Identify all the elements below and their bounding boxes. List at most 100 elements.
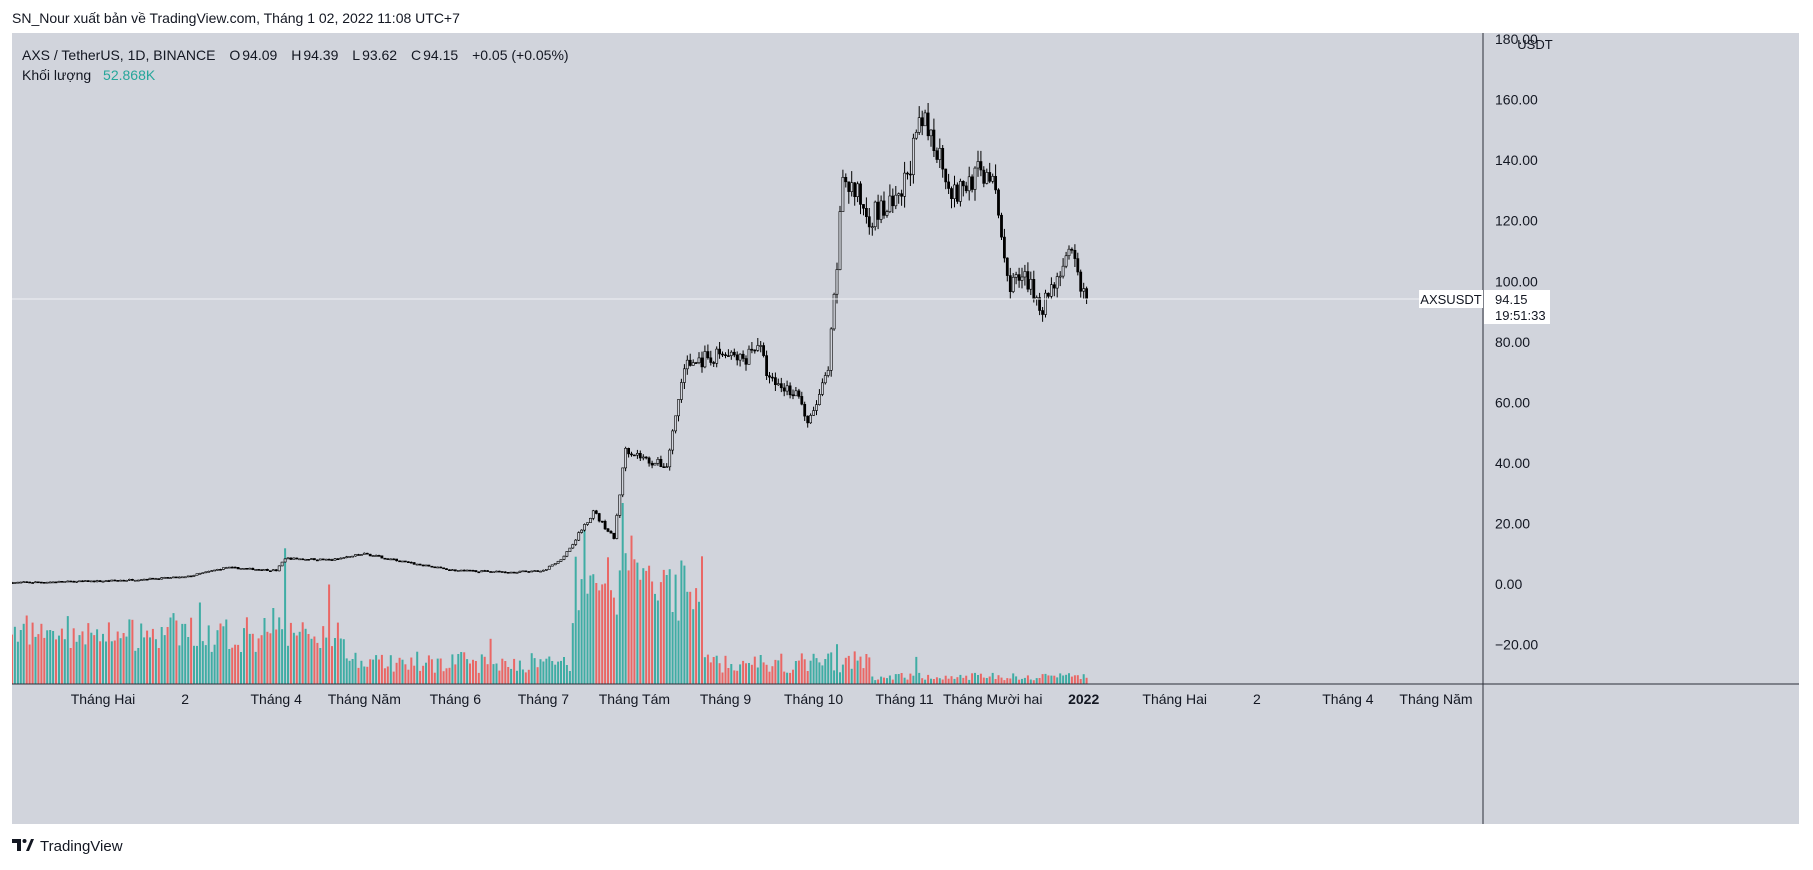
- candle-body: [591, 510, 595, 519]
- candle: [967, 166, 971, 201]
- candle-body: [497, 570, 501, 573]
- candle: [815, 400, 818, 416]
- candle: [591, 509, 595, 521]
- candle-body: [36, 581, 40, 584]
- candle: [359, 554, 363, 556]
- candle: [456, 570, 460, 572]
- candle-body: [69, 580, 73, 583]
- candle-body: [483, 570, 487, 572]
- volume-bar: [243, 628, 245, 684]
- candle: [274, 569, 278, 572]
- chart-area[interactable]: −20.00 0.00 20.00 40.00 60.00 80.00 100.00 120.…: [12, 33, 1799, 824]
- candle-body: [844, 177, 848, 183]
- candle: [856, 181, 860, 203]
- volume-bar: [1023, 677, 1026, 684]
- candle: [19, 581, 23, 584]
- candle-body: [785, 385, 789, 392]
- candle-body: [829, 328, 833, 371]
- volume-bar: [568, 671, 571, 684]
- candle: [624, 446, 628, 472]
- candle-body: [888, 195, 892, 212]
- volume-bar: [589, 575, 592, 684]
- candle: [759, 341, 763, 353]
- candle: [207, 570, 211, 573]
- candle: [406, 561, 410, 564]
- volume-bar: [656, 600, 659, 684]
- volume-bar: [897, 674, 900, 684]
- candle: [310, 558, 313, 560]
- candle: [497, 570, 501, 573]
- candle: [524, 570, 528, 573]
- candle-body: [1073, 250, 1077, 259]
- candle-body: [154, 578, 158, 580]
- candle-body: [820, 382, 824, 395]
- volume-bar: [287, 645, 289, 684]
- volume-bar: [513, 658, 516, 684]
- volume-bar: [545, 658, 548, 684]
- candle-body: [891, 195, 895, 207]
- volume-bar: [1059, 673, 1062, 684]
- candle: [594, 509, 598, 515]
- candle-body: [374, 555, 378, 557]
- candlestick-chart[interactable]: −20.00 0.00 20.00 40.00 60.00 80.00 100.00 120.…: [12, 33, 1799, 824]
- candle: [1035, 295, 1039, 306]
- candle-body: [512, 571, 516, 574]
- candle: [935, 147, 939, 163]
- axes: −20.00 0.00 20.00 40.00 60.00 80.00 100.00 120.…: [12, 33, 1799, 824]
- candle-body: [1038, 297, 1042, 311]
- volume-bar: [1015, 676, 1018, 684]
- candle-body: [474, 570, 478, 573]
- candle-body: [436, 566, 440, 569]
- candle-body: [694, 362, 698, 364]
- candle-body: [486, 570, 490, 572]
- volume-bar: [965, 675, 968, 684]
- candle: [941, 145, 945, 178]
- volume-bar: [1009, 678, 1012, 684]
- volume-bar: [1003, 680, 1006, 684]
- candle: [603, 519, 607, 530]
- price-axis-label: 140.00: [1495, 152, 1538, 168]
- candle-body: [527, 571, 531, 573]
- volume-bar: [938, 678, 941, 684]
- legend-volume-label[interactable]: Khối lượng: [22, 67, 92, 83]
- candle-body: [233, 566, 237, 569]
- volume-bar: [595, 583, 598, 684]
- candle: [86, 580, 90, 582]
- candle-body: [51, 581, 55, 584]
- volume-bar: [25, 615, 28, 684]
- candle: [57, 580, 61, 583]
- legend-low-label: L: [352, 47, 361, 63]
- legend-change: +0.05 (+0.05%): [472, 47, 569, 63]
- price-tag-symbol: AXSUSDT: [1420, 292, 1481, 307]
- candle: [894, 186, 898, 210]
- candle: [336, 558, 340, 561]
- candle-body: [251, 567, 255, 571]
- candle-body: [201, 572, 205, 575]
- candle-body: [544, 568, 548, 571]
- candle-body: [586, 522, 589, 525]
- candle: [439, 566, 443, 569]
- volume-bar: [521, 669, 524, 684]
- candle: [78, 580, 81, 583]
- volume-bar: [413, 665, 416, 684]
- volume-bar: [313, 636, 316, 684]
- legend-symbol[interactable]: AXS / TetherUS, 1D, BINANCE: [22, 47, 216, 63]
- candle: [859, 181, 862, 215]
- volume-bar: [645, 570, 648, 684]
- candle: [116, 580, 120, 582]
- candle-body: [157, 578, 161, 580]
- candle-body: [747, 348, 751, 365]
- candle: [565, 551, 569, 558]
- candle-body: [665, 466, 669, 469]
- footer-brand[interactable]: TradingView: [12, 838, 123, 855]
- candle: [248, 567, 252, 570]
- candle-body: [148, 577, 152, 580]
- volume-bar: [169, 617, 172, 684]
- candle: [682, 364, 686, 389]
- candle: [122, 579, 126, 582]
- candle: [268, 570, 272, 573]
- candle: [377, 554, 381, 557]
- time-axis-label: Tháng 4: [1322, 691, 1374, 707]
- candle-body: [398, 560, 402, 563]
- candle-body: [459, 569, 463, 572]
